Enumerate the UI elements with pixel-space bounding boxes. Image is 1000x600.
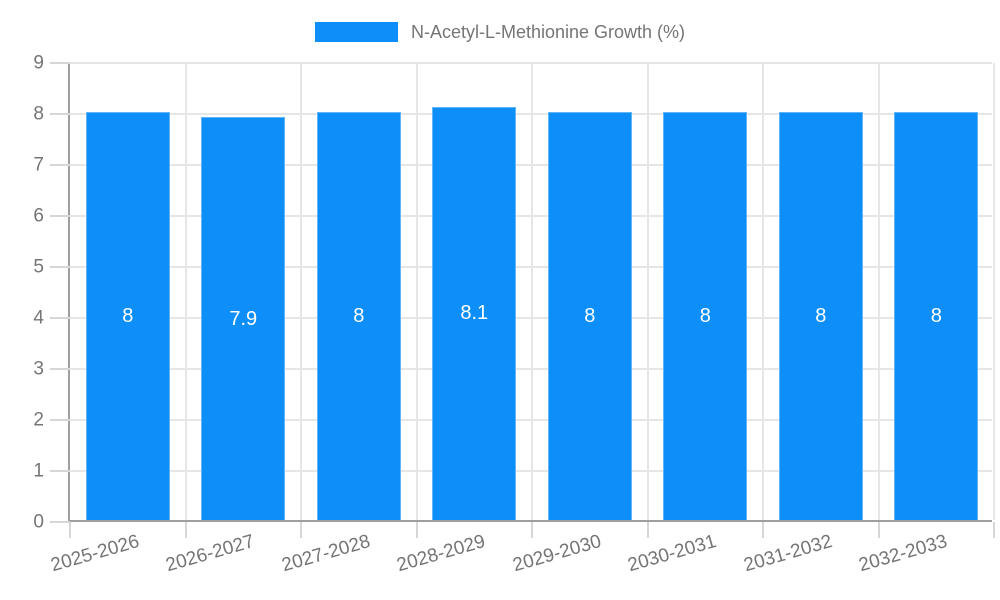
bar: 8 — [547, 112, 632, 520]
bar-value-label: 8.1 — [460, 302, 489, 325]
x-tick-label: 2029-2030 — [510, 531, 604, 577]
y-axis-tick — [50, 419, 70, 421]
x-axis-tick — [993, 522, 995, 538]
bar-value-label: 8 — [699, 305, 711, 327]
y-tick-label: 7 — [33, 154, 44, 176]
x-tick-label: 2031-2032 — [741, 531, 835, 577]
bar-value-label: 8 — [122, 305, 134, 327]
x-axis-tick — [877, 522, 880, 538]
y-axis-tick — [50, 368, 70, 370]
bar-value-label: 8 — [584, 305, 596, 327]
y-axis-tick — [50, 164, 70, 166]
x-tick-label: 2032-2033 — [856, 531, 951, 577]
bar: 8 — [85, 112, 170, 520]
y-tick-label: 6 — [33, 205, 44, 227]
x-tick-label: 2028-2029 — [394, 531, 489, 577]
bar: 8 — [778, 112, 863, 520]
x-tick-label: 2025-2026 — [48, 531, 142, 577]
v-gridline — [993, 63, 995, 520]
x-axis-tick — [531, 522, 533, 538]
y-tick-label: 2 — [33, 409, 44, 431]
x-axis-tick — [300, 522, 302, 538]
bar-value-label: 8 — [815, 305, 827, 327]
bar-value-label: 7.9 — [229, 307, 258, 330]
x-tick-label: 2027-2028 — [279, 531, 373, 577]
plot-area: 0 1 2 3 4 5 6 7 8 9 8 7.9 8 8.1 8 8 8 8 2025-2026 2026-2027… — [33, 54, 995, 576]
y-axis-tick — [50, 215, 70, 217]
v-gridline — [415, 63, 418, 520]
y-tick-label: 4 — [33, 307, 44, 329]
v-gridline — [646, 63, 649, 520]
y-tick-label: 0 — [33, 511, 44, 533]
bar: 8 — [316, 112, 401, 520]
y-axis-tick — [50, 62, 70, 64]
bar: 8 — [894, 112, 979, 520]
legend-label: N-Acetyl-L-Methionine Growth (%) — [410, 21, 686, 42]
y-tick-label: 5 — [33, 256, 44, 278]
bar: 8 — [663, 112, 748, 520]
x-axis-tick — [415, 522, 418, 538]
x-tick-label: 2030-2031 — [625, 531, 720, 577]
y-axis-tick — [50, 521, 70, 523]
y-tick-label: 9 — [33, 52, 44, 74]
y-tick-label: 1 — [33, 460, 44, 482]
v-gridline — [762, 63, 764, 520]
y-axis-tick — [50, 317, 70, 319]
y-axis-tick — [50, 470, 70, 472]
x-axis-tick — [646, 522, 649, 538]
v-gridline — [300, 63, 302, 520]
v-gridline — [531, 63, 533, 520]
y-axis-tick — [50, 266, 70, 268]
bar: 7.9 — [201, 117, 286, 520]
x-axis-tick — [184, 522, 187, 538]
x-tick-label: 2026-2027 — [163, 531, 258, 577]
legend-swatch — [314, 22, 398, 42]
y-tick-label: 3 — [33, 358, 44, 380]
y-axis-tick — [50, 113, 70, 115]
legend: N-Acetyl-L-Methionine Growth (%) — [0, 20, 1000, 44]
x-axis-tick — [69, 522, 71, 538]
y-tick-label: 8 — [33, 103, 44, 125]
v-gridline — [184, 63, 187, 520]
v-gridline — [877, 63, 880, 520]
bar: 8.1 — [432, 106, 517, 520]
bar-value-label: 8 — [353, 305, 365, 327]
bar-value-label: 8 — [930, 305, 942, 327]
x-axis-tick — [762, 522, 764, 538]
